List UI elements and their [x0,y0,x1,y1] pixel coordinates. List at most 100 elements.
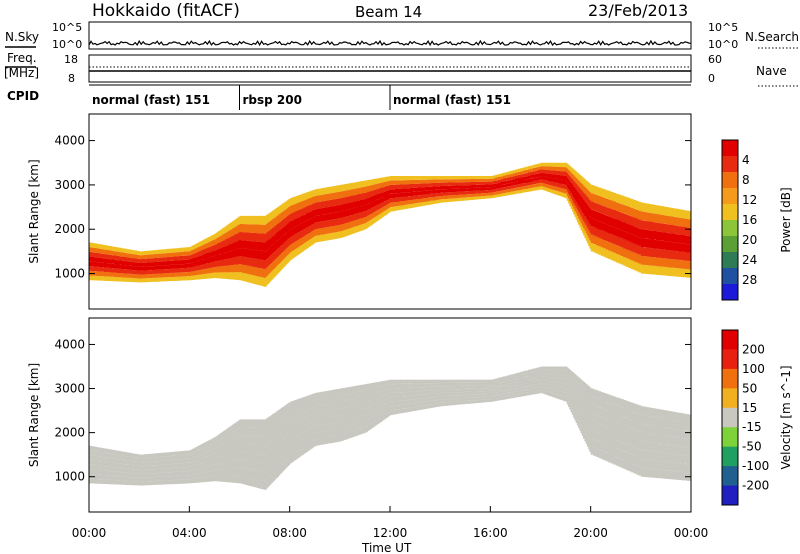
power-cell [425,201,429,206]
power-cell [333,225,336,233]
power-cell [580,196,583,204]
velocity-cell [218,463,220,470]
velocity-cell [227,475,229,483]
power-cell [497,191,501,195]
velocity-cell [191,466,194,471]
velocity-cell [230,454,233,462]
velocity-cell [144,469,148,474]
power-cell [551,162,554,167]
power-cell [588,198,590,207]
velocity-cell [237,452,239,460]
velocity-cell [174,451,178,456]
power-cell [151,254,155,259]
velocity-cell [465,385,469,389]
velocity-cell [221,438,224,445]
velocity-cell [287,403,289,412]
power-cell [242,224,244,233]
velocity-cell [301,441,303,449]
velocity-cell [237,444,239,453]
velocity-cell [551,377,554,382]
power-cell [376,178,378,184]
power-cell [193,262,195,267]
power-cell [490,187,494,190]
velocity-cell [225,442,228,449]
power-cell [193,249,195,254]
velocity-cell [314,432,317,440]
nave-label: Nave [756,64,787,78]
power-cell [156,257,160,262]
power-cell [369,191,372,197]
velocity-cell [341,394,343,402]
power-cell [288,238,291,246]
velocity-cell [362,409,365,416]
velocity-cell [328,430,331,437]
power-cell [318,228,321,236]
velocity-cell [257,453,259,463]
velocity-cell [535,377,539,381]
velocity-cell [372,405,375,411]
velocity-cell [104,461,107,467]
velocity-cell [457,386,461,390]
power-cell [214,244,217,251]
power-cell [658,214,662,224]
velocity-cell [91,446,95,451]
velocity-cell [243,476,246,485]
velocity-cell [193,474,195,479]
velocity-cell [198,464,200,469]
velocity-cell [141,454,145,459]
power-cell [279,254,282,263]
power-cell [670,267,674,277]
power-cell [517,178,521,182]
power-cell [308,226,311,234]
velocity-cell [354,429,357,437]
power-cell [502,172,506,176]
velocity-cell [278,409,281,418]
power-cell [600,247,604,256]
velocity-cell [312,407,314,414]
velocity-cell [264,463,267,473]
velocity-cell [497,391,501,395]
power-cell [174,256,178,261]
power-cell [492,178,496,181]
power-cell [319,201,322,209]
power-cell [383,201,386,207]
velocity-cell [313,393,316,401]
power-cell [544,176,547,181]
power-cell [564,193,567,198]
power-cell [535,177,539,181]
power-cell [541,186,544,190]
power-cell [121,248,125,253]
velocity-cell [309,428,312,436]
velocity-cell [505,387,509,391]
power-cell [242,264,244,273]
velocity-cell [146,457,150,462]
velocity-cell [385,390,387,395]
power-cell [380,177,382,183]
power-cell [381,202,383,208]
power-cell [253,232,256,242]
power-cell [515,190,519,194]
velocity-cell [356,398,358,405]
power-cell [574,170,577,177]
power-cell [301,237,303,246]
power-cell [540,166,543,170]
velocity-cell [397,400,401,406]
power-cell [520,186,524,190]
velocity-cell [447,392,451,396]
velocity-cell [277,418,279,428]
velocity-cell [417,394,421,399]
velocity-cell [543,369,545,374]
power-cell [283,218,286,227]
power-cell [584,216,587,224]
power-cell [255,233,258,242]
power-cell [169,252,173,257]
power-cell [356,194,358,201]
power-cell [269,229,272,239]
power-cell [558,175,560,180]
velocity-cell [299,449,302,457]
power-cell [245,257,248,266]
velocity-cell [287,427,289,435]
velocity-cell [420,402,424,406]
power-cell [191,254,194,259]
